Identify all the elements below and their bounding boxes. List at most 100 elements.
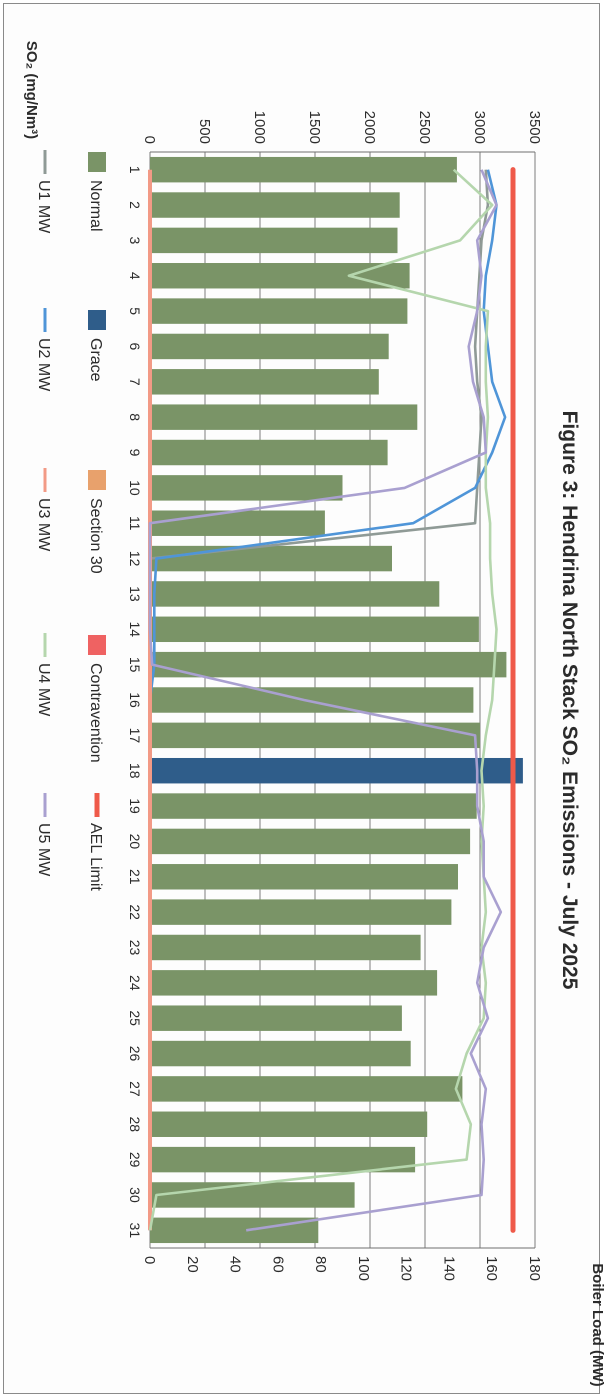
day-tick-label: 25 <box>127 1010 143 1026</box>
day-tick-label: 26 <box>127 1046 143 1062</box>
day-tick-label: 17 <box>127 728 143 744</box>
bar-day-7 <box>150 369 379 395</box>
day-tick-label: 20 <box>127 834 143 850</box>
legend-label-u5-mw: U5 MW <box>35 823 52 877</box>
so2-tick-label: 0 <box>141 136 158 144</box>
legend-label-u4-mw: U4 MW <box>35 663 52 717</box>
load-tick-label: 40 <box>227 1256 244 1273</box>
legend: Normal Grace Section 30 Contravention AEL Li… <box>35 150 106 891</box>
day-tick-label: 24 <box>127 975 143 991</box>
load-tick-label: 160 <box>483 1256 500 1281</box>
legend-label-u1-mw: U1 MW <box>35 180 52 234</box>
bar-day-17 <box>150 722 480 749</box>
bar-day-3 <box>150 227 398 254</box>
legend-swatch-grace <box>88 310 106 330</box>
day-tick-label: 23 <box>127 940 143 956</box>
bar-day-20 <box>150 828 471 855</box>
bar-day-15 <box>150 651 507 678</box>
day-tick-label: 6 <box>127 343 143 351</box>
legend-label-grace: Grace <box>87 338 104 382</box>
bar-day-18 <box>150 757 523 784</box>
legend-swatch-section-30 <box>88 470 106 490</box>
load-tick-label: 180 <box>526 1256 543 1281</box>
legend-label-u3-mw: U3 MW <box>35 498 52 552</box>
legend-swatch-contravention <box>88 635 106 655</box>
bar-day-14 <box>150 616 479 643</box>
legend-label-u2-mw: U2 MW <box>35 338 52 392</box>
series-line-u5-mw <box>148 169 503 1232</box>
load-tick-label: 60 <box>269 1256 286 1273</box>
day-tick-label: 28 <box>127 1116 143 1132</box>
axes: 0 500 1000 1500 2000 2500 3000 3500 0 20 40 60 80 100… <box>127 111 543 1281</box>
bar-day-16 <box>150 687 474 713</box>
day-tick-label: 5 <box>127 307 143 315</box>
load-tick-label: 120 <box>398 1256 415 1281</box>
series-line-u4-mw <box>148 168 498 1231</box>
legend-label-ael-limit: AEL Limit <box>87 823 104 891</box>
so2-tick-label: 3500 <box>526 111 543 144</box>
bar-day-11 <box>150 510 325 536</box>
day-tick-label: 18 <box>127 763 143 779</box>
bar-day-27 <box>150 1076 463 1102</box>
bars <box>149 156 523 1244</box>
bar-day-1 <box>150 156 457 183</box>
bar-day-2 <box>150 192 400 218</box>
legend-label-section-30: Section 30 <box>87 498 104 574</box>
day-tick-label: 29 <box>127 1152 143 1168</box>
day-tick-label: 30 <box>127 1187 143 1203</box>
load-tick-label: 20 <box>184 1256 201 1273</box>
bar-day-19 <box>149 793 477 819</box>
load-tick-label: 80 <box>312 1256 329 1273</box>
day-tick-label: 1 <box>127 166 143 174</box>
day-tick-label: 27 <box>127 1081 143 1097</box>
bar-day-9 <box>150 439 388 466</box>
day-tick-label: 2 <box>127 201 143 209</box>
so2-tick-label: 1000 <box>251 111 268 144</box>
day-tick-label: 19 <box>127 798 143 814</box>
day-tick-label: 21 <box>127 869 143 885</box>
bar-day-5 <box>150 298 408 324</box>
bar-day-29 <box>150 1146 416 1173</box>
y-axis-left-label: SO₂ (mg/Nm³) <box>23 41 40 139</box>
day-tick-label: 12 <box>127 551 143 567</box>
bar-day-24 <box>150 970 438 996</box>
so2-tick-label: 2500 <box>416 111 433 144</box>
load-tick-label: 140 <box>440 1256 457 1281</box>
legend-label-normal: Normal <box>87 180 104 232</box>
bar-day-28 <box>149 1111 428 1137</box>
so2-tick-label: 2000 <box>361 111 378 144</box>
bar-day-13 <box>150 581 440 607</box>
bar-day-21 <box>150 864 458 890</box>
bar-day-23 <box>150 934 421 961</box>
day-tick-label: 22 <box>127 904 143 920</box>
y-axis-right-label: Boiler Load (MW) <box>589 1263 605 1386</box>
legend-swatch-normal <box>88 152 106 172</box>
day-tick-label: 15 <box>127 657 143 673</box>
so2-tick-label: 1500 <box>306 111 323 144</box>
day-tick-label: 14 <box>127 622 143 638</box>
bar-day-6 <box>150 333 389 360</box>
legend-label-contravention: Contravention <box>87 663 104 763</box>
day-tick-label: 11 <box>127 516 143 531</box>
bar-day-8 <box>150 404 418 430</box>
bar-day-25 <box>150 1005 402 1031</box>
day-tick-label: 13 <box>127 586 143 602</box>
bar-day-26 <box>149 1040 411 1067</box>
day-tick-label: 31 <box>127 1223 143 1239</box>
so2-tick-label: 500 <box>196 119 213 144</box>
bar-day-10 <box>150 475 343 501</box>
load-tick-label: 100 <box>355 1256 372 1281</box>
chart-title: Figure 3: Hendrina North Stack SO₂ Emiss… <box>558 411 581 990</box>
day-tick-label: 7 <box>127 378 143 386</box>
day-tick-label: 4 <box>127 272 143 280</box>
day-tick-label: 3 <box>127 236 143 244</box>
bar-day-4 <box>150 263 410 289</box>
series-lines <box>148 167 516 1233</box>
day-tick-label: 9 <box>127 449 143 457</box>
bar-day-30 <box>150 1182 355 1208</box>
load-tick-label: 0 <box>141 1256 158 1264</box>
day-tick-label: 16 <box>127 692 143 708</box>
bar-day-22 <box>150 899 452 925</box>
so2-tick-label: 3000 <box>471 111 488 144</box>
bar-day-12 <box>150 545 392 572</box>
